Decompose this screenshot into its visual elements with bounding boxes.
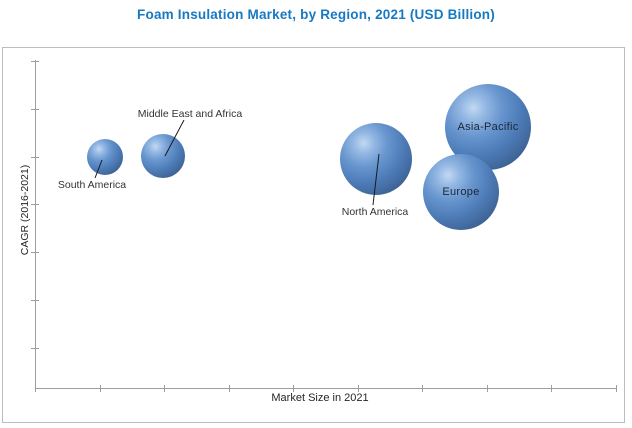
bubble-north-america xyxy=(340,123,412,195)
x-axis-tick xyxy=(551,385,552,392)
x-axis-tick xyxy=(164,385,165,392)
y-axis-title: CAGR (2016-2021) xyxy=(19,164,31,256)
y-axis-tick xyxy=(31,108,39,110)
region-label-north-america: North America xyxy=(341,206,409,218)
x-axis-title: Market Size in 2021 xyxy=(271,392,369,404)
bubble-south-america xyxy=(87,139,123,175)
chart-title: Foam Insulation Market, by Region, 2021 … xyxy=(137,7,495,22)
region-label-south-america: South America xyxy=(57,179,127,191)
region-label-asia-pacific: Asia-Pacific xyxy=(457,121,519,133)
x-axis-tick xyxy=(615,385,617,392)
x-axis-tick xyxy=(228,385,230,392)
bubble-europe: Europe xyxy=(423,154,499,230)
y-axis-tick xyxy=(31,252,39,254)
y-axis-tick xyxy=(31,156,39,158)
chart-frame xyxy=(2,47,625,423)
y-axis-tick xyxy=(31,300,39,301)
y-axis-tick xyxy=(31,61,39,62)
bubble-middle-east-and-africa xyxy=(141,134,185,178)
x-axis-tick xyxy=(422,385,423,392)
y-axis-tick xyxy=(31,204,39,206)
x-axis-tick xyxy=(99,385,101,392)
x-axis-line xyxy=(35,388,616,389)
x-axis-tick xyxy=(486,385,488,392)
x-axis-tick xyxy=(293,385,294,392)
y-axis-tick xyxy=(31,347,39,349)
y-axis-line xyxy=(35,60,36,388)
x-axis-tick xyxy=(357,385,359,392)
region-label-europe: Europe xyxy=(442,186,480,198)
region-label-middle-east-and-africa: Middle East and Africa xyxy=(137,108,243,120)
x-axis-tick xyxy=(35,385,36,392)
